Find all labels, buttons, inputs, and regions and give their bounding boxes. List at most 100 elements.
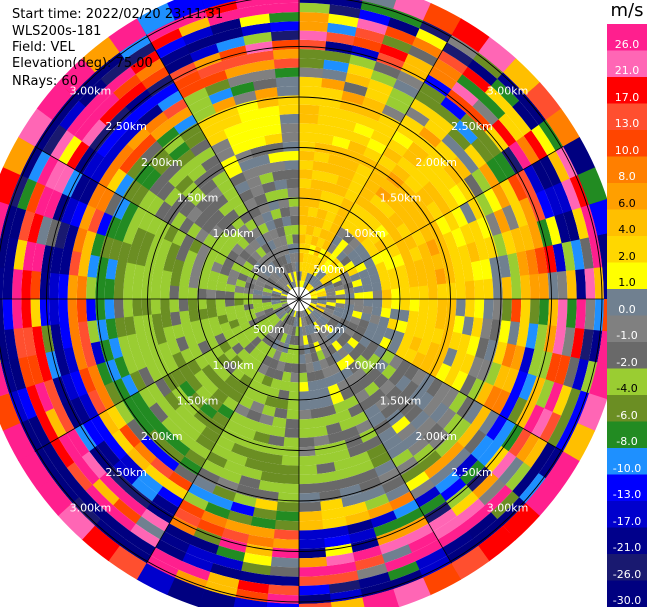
velocity-gate: [332, 310, 344, 318]
velocity-gate: [375, 186, 393, 203]
velocity-gate: [340, 387, 355, 401]
colorbar-swatch: [607, 24, 647, 51]
velocity-gate: [89, 125, 114, 153]
velocity-gate: [280, 298, 287, 301]
velocity-gate: [258, 271, 270, 281]
velocity-gate: [321, 219, 334, 232]
velocity-gate: [336, 175, 353, 190]
colorbar-title: m/s: [610, 0, 644, 21]
velocity-gate: [322, 181, 337, 194]
velocity-gate: [529, 299, 540, 325]
velocity-gate: [464, 299, 475, 318]
velocity-gate: [256, 313, 267, 323]
velocity-gate: [258, 172, 275, 185]
velocity-gate: [212, 554, 244, 571]
velocity-gate: [61, 196, 80, 225]
velocity-gate: [249, 238, 262, 251]
velocity-gate: [498, 456, 524, 486]
velocity-gate: [317, 114, 338, 128]
velocity-gate: [141, 282, 152, 299]
velocity-gate: [271, 317, 281, 327]
velocity-gate: [299, 132, 317, 143]
velocity-gate: [219, 113, 243, 130]
velocity-gate: [236, 348, 250, 361]
velocity-gate: [435, 140, 458, 164]
velocity-gate: [160, 312, 173, 328]
velocity-gate: [264, 323, 275, 334]
velocity-gate: [507, 396, 528, 425]
velocity-gate: [450, 156, 472, 180]
velocity-gate: [124, 42, 157, 67]
velocity-gate: [358, 268, 370, 280]
velocity-gate: [242, 552, 272, 567]
velocity-gate: [232, 492, 257, 508]
velocity-gate: [335, 408, 352, 423]
colorbar-swatch: [607, 130, 647, 157]
velocity-gate: [366, 321, 379, 334]
velocity-gate: [299, 86, 322, 97]
velocity-gate: [150, 118, 175, 141]
velocity-gate: [206, 289, 217, 299]
velocity-gate: [216, 306, 227, 317]
velocity-gate: [303, 282, 309, 289]
velocity-gate: [306, 371, 317, 382]
range-ring-label: 1.00km: [212, 359, 254, 372]
velocity-gate: [299, 123, 318, 134]
velocity-gate: [124, 261, 137, 282]
velocity-gate: [381, 218, 397, 234]
velocity-gate: [577, 393, 608, 432]
velocity-gate: [285, 234, 294, 245]
velocity-gate: [291, 326, 297, 336]
velocity-gate: [233, 202, 249, 217]
velocity-gate: [565, 299, 577, 329]
velocity-gate: [511, 467, 539, 498]
velocity-gate: [349, 316, 361, 326]
velocity-gate: [255, 246, 267, 258]
velocity-gate: [379, 202, 396, 219]
colorbar-swatch: [607, 50, 647, 78]
velocity-gate: [274, 308, 285, 316]
velocity-gate: [92, 478, 120, 506]
velocity-gate: [347, 337, 359, 349]
velocity-gate: [236, 579, 269, 594]
velocity-gate: [317, 258, 327, 270]
velocity-gate: [167, 470, 193, 492]
velocity-gate: [269, 425, 286, 438]
velocity-gate: [322, 68, 348, 82]
velocity-gate: [355, 468, 379, 485]
velocity-gate: [133, 133, 157, 157]
velocity-gate: [208, 270, 220, 282]
velocity-gate: [441, 386, 460, 409]
velocity-gate: [413, 324, 426, 340]
velocity-gate: [275, 331, 284, 342]
velocity-gate: [298, 400, 311, 411]
velocity-gate: [455, 396, 476, 420]
velocity-gate: [428, 66, 458, 90]
velocity-gate: [302, 316, 308, 327]
velocity-gate: [281, 216, 292, 227]
velocity-gate: [410, 168, 431, 188]
velocity-gate: [335, 466, 357, 481]
velocity-gate: [534, 247, 548, 275]
velocity-gate: [571, 358, 589, 392]
velocity-gate: [330, 392, 345, 405]
velocity-gate: [295, 310, 298, 318]
velocity-gate: [456, 498, 485, 525]
velocity-gate: [219, 264, 232, 277]
velocity-gate: [86, 276, 97, 299]
velocity-gate: [263, 452, 283, 465]
velocity-gate: [221, 54, 250, 71]
velocity-gate: [277, 321, 286, 332]
velocity-gate: [118, 423, 141, 448]
velocity-gate: [112, 498, 142, 524]
velocity-gate: [120, 119, 145, 145]
velocity-gate: [253, 154, 271, 167]
velocity-gate: [313, 308, 324, 316]
velocity-gate: [317, 271, 327, 281]
velocity-gate: [322, 250, 332, 262]
velocity-gate: [386, 441, 408, 460]
velocity-gate: [178, 380, 196, 399]
velocity-gate: [321, 312, 332, 321]
velocity-gate: [50, 129, 75, 161]
velocity-gate: [271, 293, 281, 298]
